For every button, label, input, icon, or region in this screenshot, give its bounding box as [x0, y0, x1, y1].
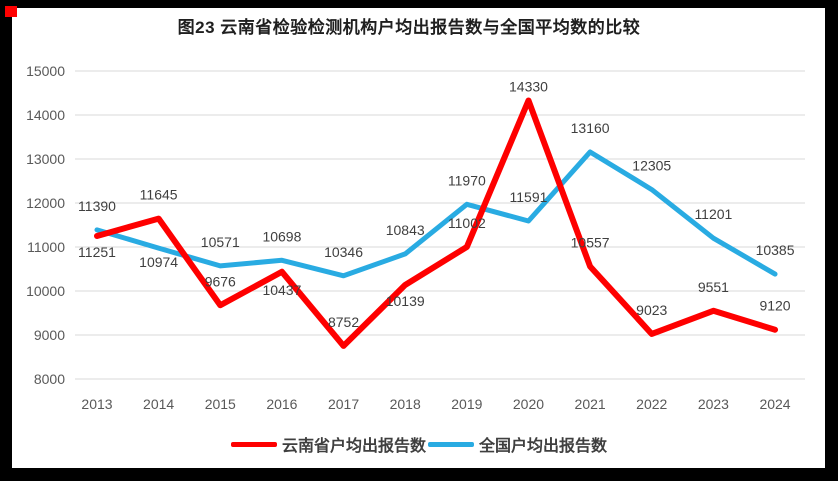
- y-tick-label: 10000: [26, 283, 65, 299]
- data-label: 13160: [571, 120, 610, 136]
- data-label: 11002: [448, 215, 486, 231]
- y-tick-label: 11000: [27, 239, 65, 255]
- x-tick-label: 2017: [328, 396, 359, 412]
- data-label: 8752: [328, 314, 359, 330]
- data-label: 9023: [636, 302, 667, 318]
- x-tick-label: 2018: [390, 396, 421, 412]
- y-tick-label: 12000: [26, 195, 65, 211]
- data-label: 11390: [78, 198, 116, 214]
- legend-item-yunnan[interactable]: 云南省户均出报告数: [230, 432, 426, 456]
- x-tick-label: 2014: [143, 396, 174, 412]
- data-label: 12305: [632, 158, 671, 174]
- red-corner-marker: [5, 6, 17, 17]
- data-label: 14330: [509, 78, 548, 94]
- y-tick-label: 8000: [34, 371, 65, 387]
- data-label: 11251: [78, 244, 116, 260]
- national-series-line[interactable]: [94, 149, 778, 279]
- data-label: 11201: [694, 206, 732, 222]
- y-tick-label: 9000: [34, 327, 65, 343]
- x-tick-label: 2023: [698, 396, 729, 412]
- data-label: 10139: [386, 293, 425, 309]
- chart-legend: 云南省户均出报告数 全国户均出报告数: [0, 432, 838, 456]
- x-tick-label: 2016: [266, 396, 297, 412]
- x-tick-label: 2021: [575, 396, 606, 412]
- data-label: 11645: [140, 187, 178, 203]
- national-series-label: 全国户均出报告数: [479, 438, 608, 455]
- data-label: 9676: [205, 273, 236, 289]
- data-label: 10346: [324, 244, 363, 260]
- x-tick-label: 2024: [759, 396, 790, 412]
- chart-title: 图23 云南省检验检测机构户均出报告数与全国平均数的比较: [177, 18, 641, 37]
- data-label: 11591: [510, 189, 548, 205]
- data-label: 10385: [756, 242, 795, 258]
- y-tick-label: 14000: [26, 107, 65, 123]
- data-label: 11970: [448, 172, 486, 188]
- x-tick-label: 2015: [205, 396, 236, 412]
- yunnan-series-swatch: [230, 441, 277, 447]
- data-label: 9551: [698, 279, 729, 295]
- x-tick-label: 2020: [513, 396, 544, 412]
- y-tick-label: 13000: [26, 151, 65, 167]
- x-tick-label: 2019: [451, 396, 482, 412]
- data-label: 10843: [386, 222, 425, 238]
- data-label: 10571: [201, 234, 240, 250]
- national-series-swatch: [428, 441, 474, 447]
- x-tick-label: 2022: [636, 396, 667, 412]
- data-label: 10557: [571, 234, 610, 250]
- data-label: 10974: [139, 254, 178, 270]
- data-label: 10437: [262, 282, 301, 298]
- yunnan-series-label: 云南省户均出报告数: [281, 438, 426, 455]
- x-tick-label: 2013: [81, 396, 112, 412]
- legend-item-national[interactable]: 全国户均出报告数: [428, 432, 607, 456]
- data-label: 10698: [262, 228, 301, 244]
- yunnan-series-line[interactable]: [94, 97, 779, 349]
- data-label: 9120: [759, 298, 790, 314]
- y-tick-label: 15000: [26, 63, 65, 79]
